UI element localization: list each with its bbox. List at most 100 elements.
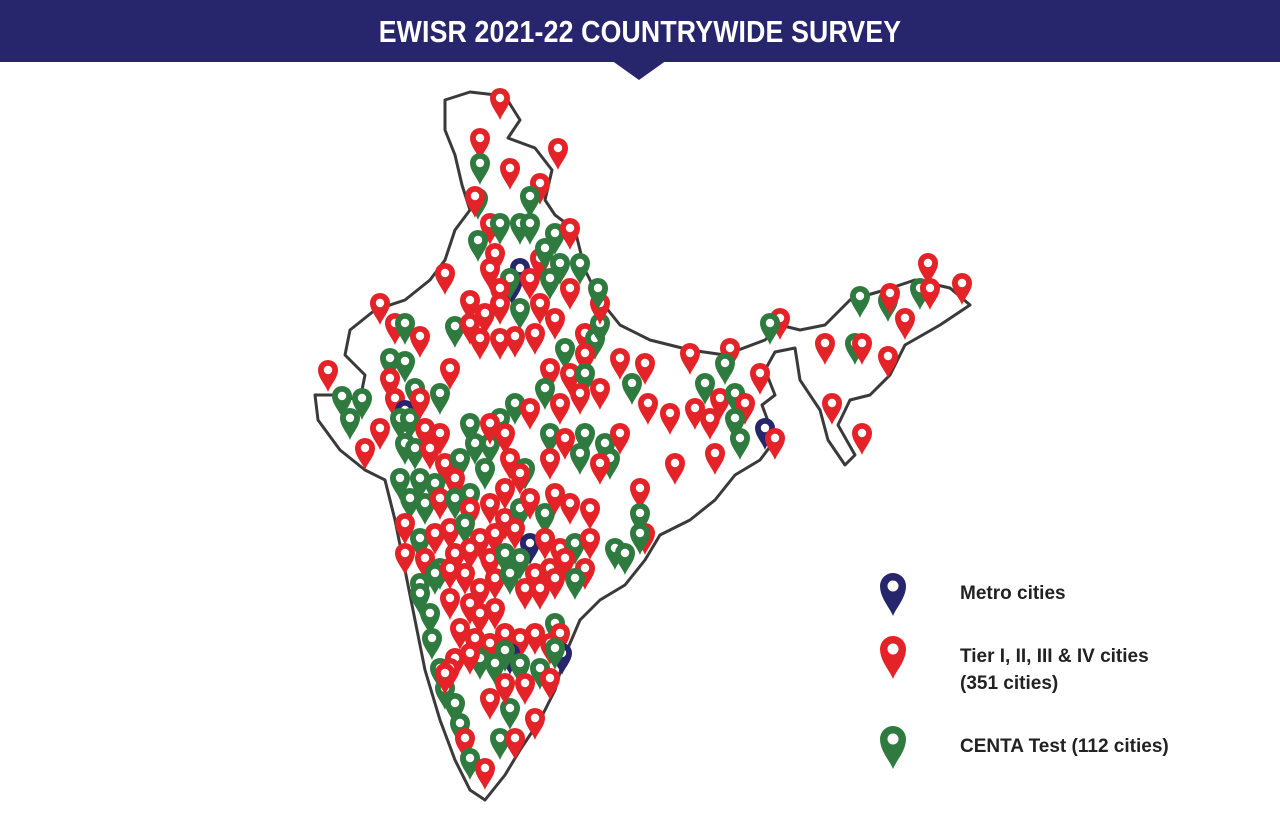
city-pin — [520, 398, 540, 430]
city-pin — [588, 278, 608, 310]
city-pin — [525, 323, 545, 355]
city-pin — [495, 423, 515, 455]
city-pin — [715, 353, 735, 385]
city-pin — [450, 448, 470, 480]
city-pin — [460, 313, 480, 345]
city-pin — [318, 360, 338, 392]
city-pin — [510, 258, 530, 290]
city-pin — [695, 373, 715, 405]
city-pin — [590, 378, 610, 410]
map-pin-icon — [880, 573, 906, 616]
city-pin — [510, 463, 530, 495]
city-pin — [385, 388, 405, 420]
city-pin — [630, 478, 650, 510]
city-pin — [665, 453, 685, 485]
city-pin — [422, 628, 442, 660]
city-pin — [815, 333, 835, 365]
city-pin — [468, 230, 488, 262]
city-pin — [470, 328, 490, 360]
city-pin — [460, 538, 480, 570]
city-pin — [525, 708, 545, 740]
city-pin — [530, 293, 550, 325]
city-pin — [822, 393, 842, 425]
city-pin — [535, 528, 555, 560]
city-pin — [415, 493, 435, 525]
city-pin — [395, 543, 415, 575]
city-pin — [610, 423, 630, 455]
city-pin — [520, 213, 540, 245]
city-pin — [575, 343, 595, 375]
city-pin — [852, 333, 872, 365]
city-pin — [725, 408, 745, 440]
city-pin — [465, 186, 485, 218]
city-pin — [560, 363, 580, 395]
city-pin — [760, 313, 780, 345]
banner-pointer — [611, 60, 667, 80]
city-pin — [530, 578, 550, 610]
city-pin — [340, 408, 360, 440]
city-pin — [540, 358, 560, 390]
city-pin — [470, 578, 490, 610]
map-legend: Metro cities Tier I, II, III & IV cities… — [878, 570, 1258, 770]
city-pin — [505, 728, 525, 760]
city-pin — [475, 758, 495, 790]
city-pin — [895, 308, 915, 340]
city-pin — [380, 348, 400, 380]
city-pin — [548, 138, 568, 170]
city-pin — [380, 368, 400, 400]
city-pin — [535, 378, 555, 410]
city-pin — [485, 243, 505, 275]
city-pin — [440, 558, 460, 590]
map-pin-icon — [880, 636, 906, 679]
legend-label: CENTA Test (112 cities) — [960, 736, 1169, 757]
city-pin — [460, 413, 480, 445]
city-pin — [410, 326, 430, 358]
city-pin — [460, 593, 480, 625]
city-pin — [332, 386, 352, 418]
city-pin — [622, 373, 642, 405]
city-pins — [318, 88, 972, 790]
city-pin — [610, 348, 630, 380]
city-pin — [878, 346, 898, 378]
city-pin — [475, 458, 495, 490]
city-pin — [425, 523, 445, 555]
city-pin — [470, 528, 490, 560]
city-pin — [510, 653, 530, 685]
city-pin — [470, 128, 490, 160]
city-pin — [545, 223, 565, 255]
city-pin — [435, 663, 455, 695]
city-pin — [520, 488, 540, 520]
city-pin — [405, 438, 425, 470]
city-pin — [425, 473, 445, 505]
city-pin — [370, 418, 390, 450]
city-pin — [505, 326, 525, 358]
city-pin — [920, 278, 940, 310]
city-pin — [460, 498, 480, 530]
city-pin — [520, 533, 540, 565]
city-pin — [565, 568, 585, 600]
city-pin — [918, 253, 938, 285]
city-pin — [540, 423, 560, 455]
city-pin — [720, 338, 740, 370]
city-pin — [480, 413, 500, 445]
city-pin — [515, 578, 535, 610]
legend-label: Metro cities — [960, 583, 1066, 604]
city-pin — [352, 388, 372, 420]
city-pin — [445, 488, 465, 520]
page-title: EWISR 2021-22 COUNTRYWIDE SURVEY — [378, 14, 902, 49]
city-pin — [495, 543, 515, 575]
city-pin — [510, 628, 530, 660]
city-pin — [725, 383, 745, 415]
city-pin — [540, 268, 560, 300]
city-pin — [880, 283, 900, 315]
city-pin — [555, 338, 575, 370]
city-pin — [440, 588, 460, 620]
city-pin — [500, 448, 520, 480]
city-pin — [435, 453, 455, 485]
city-pin — [355, 438, 375, 470]
city-pin — [395, 313, 415, 345]
city-pin — [570, 383, 590, 415]
city-pin — [480, 258, 500, 290]
city-pin — [635, 353, 655, 385]
